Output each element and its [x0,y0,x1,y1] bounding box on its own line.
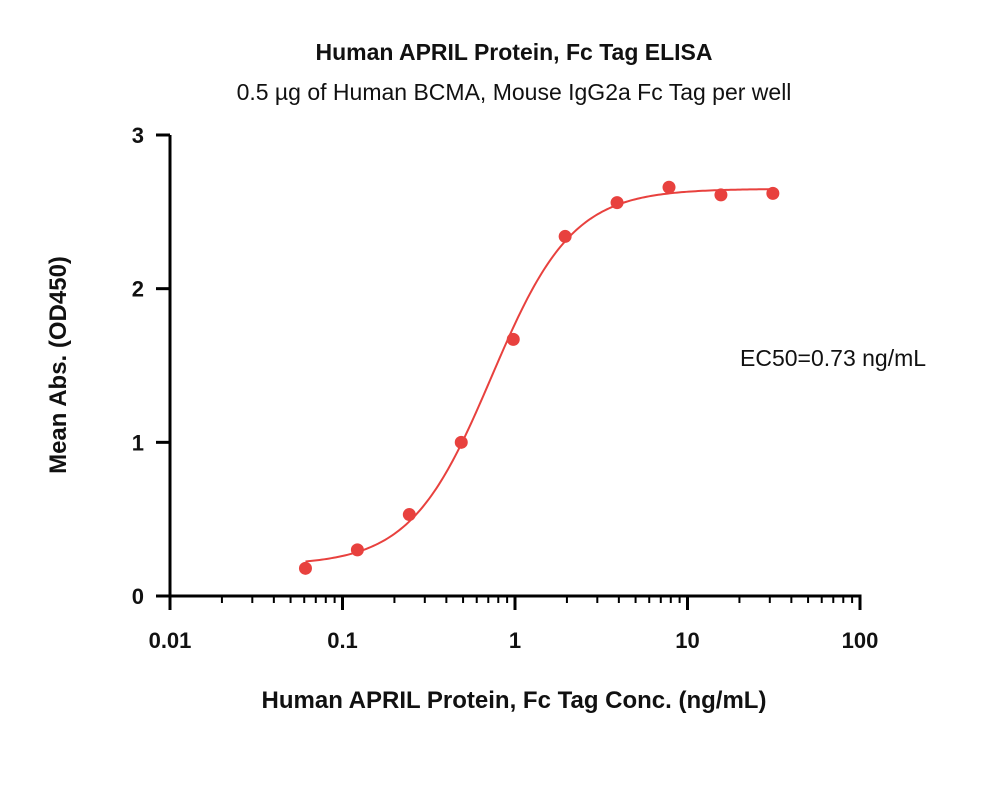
data-point [662,180,676,194]
x-tick-label: 10 [675,628,699,653]
x-tick-label: 0.1 [327,628,358,653]
data-point [298,561,312,575]
data-point [506,332,520,346]
data-point [766,186,780,200]
x-tick-label: 100 [842,628,879,653]
x-axis-label: Human APRIL Protein, Fc Tag Conc. (ng/mL… [262,687,767,714]
fit-curve [305,188,773,563]
data-point [454,435,468,449]
ticks: 0.01 0.1 1 10 100 0 1 2 3 [132,123,879,653]
data-point [350,543,364,557]
data-point [714,188,728,202]
chart-title: Human APRIL Protein, Fc Tag ELISA [315,39,712,65]
data-point [610,196,624,210]
ec50-annotation: EC50=0.73 ng/mL [740,345,926,371]
data-point [558,229,572,243]
data-points [298,180,780,575]
y-axis-label: Mean Abs. (OD450) [45,256,72,474]
x-tick-label: 1 [509,628,521,653]
x-tick-label: 0.01 [149,628,192,653]
chart-subtitle: 0.5 µg of Human BCMA, Mouse IgG2a Fc Tag… [237,79,792,105]
y-tick-label: 1 [132,430,144,455]
y-tick-label: 2 [132,277,144,302]
fit-curve-group [305,188,773,563]
y-tick-label: 0 [132,584,144,609]
data-point [402,508,416,522]
y-tick-label: 3 [132,123,144,148]
